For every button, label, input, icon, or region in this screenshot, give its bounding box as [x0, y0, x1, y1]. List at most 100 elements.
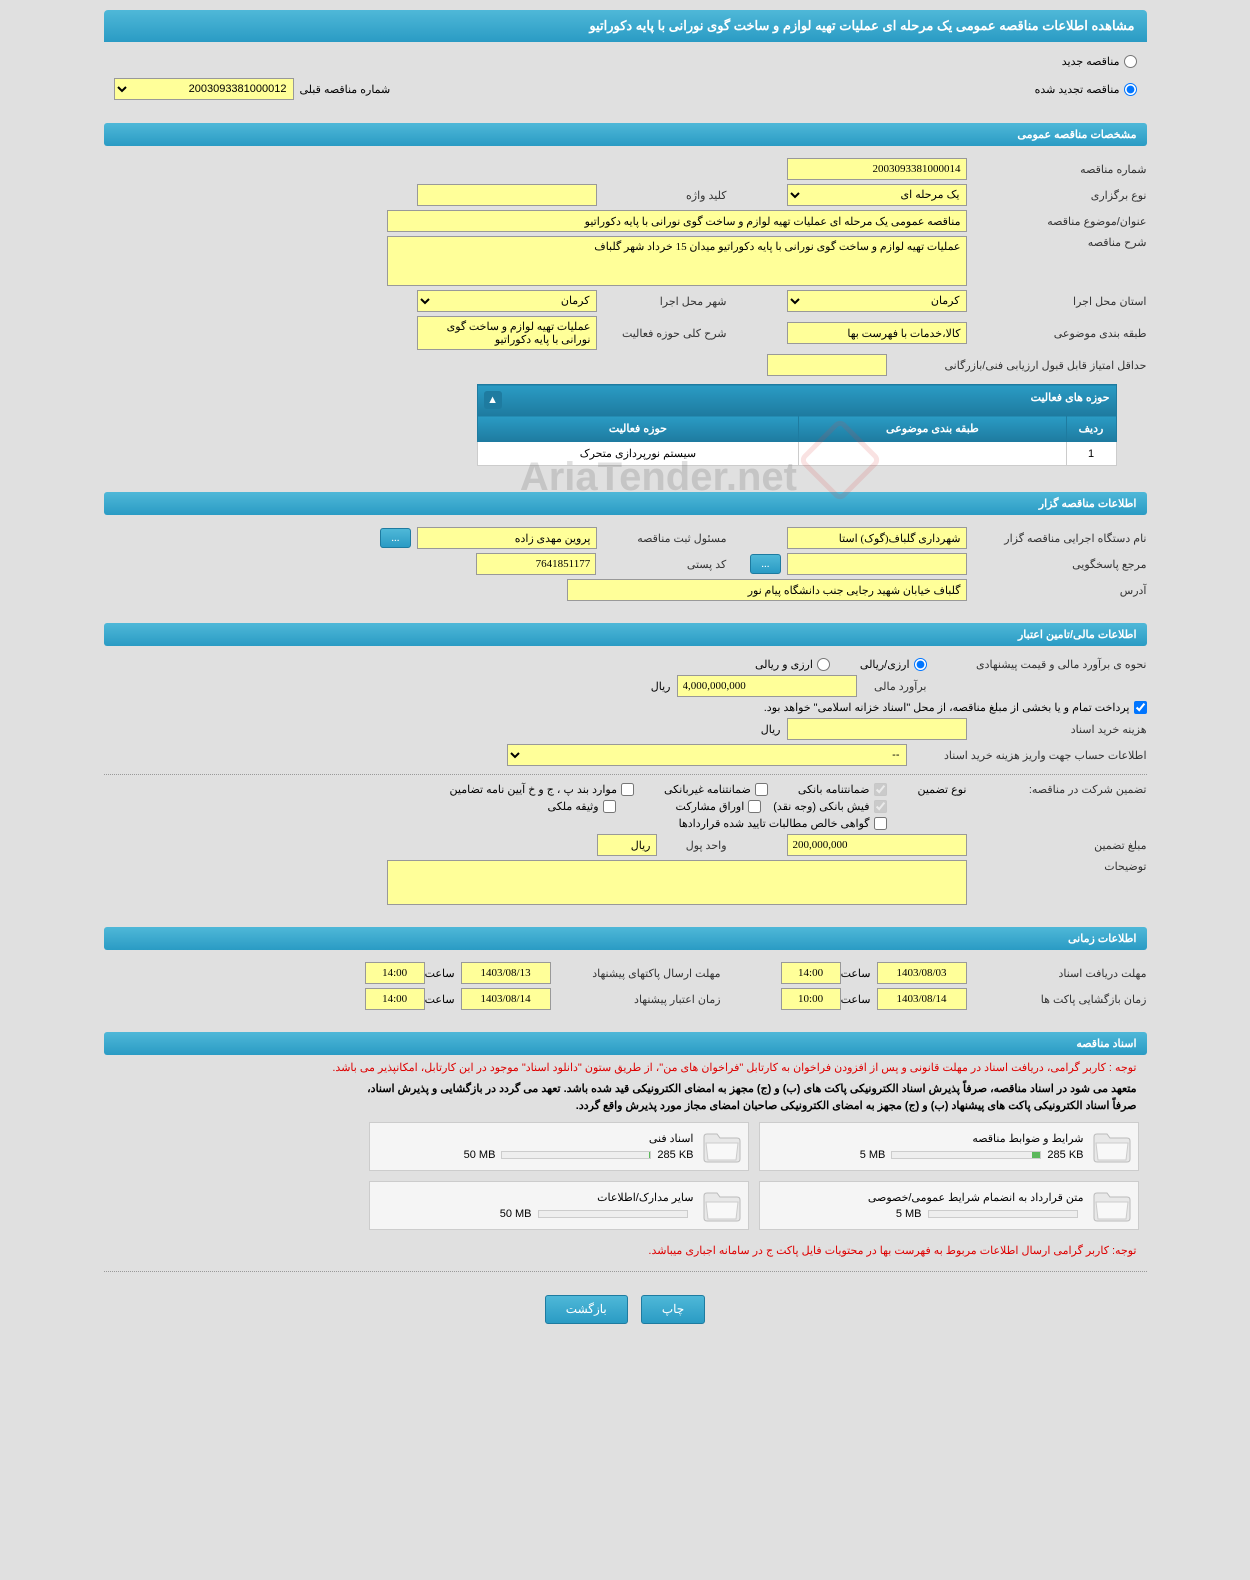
file-progress — [501, 1151, 651, 1159]
currency-unit-input — [597, 834, 657, 856]
description-textarea: عملیات تهیه لوازم و ساخت گوی نورانی با پ… — [387, 236, 967, 286]
radio-rial-label: ارزی/ریالی — [860, 658, 910, 671]
chk-property[interactable] — [603, 800, 616, 813]
holding-type-label: نوع برگزاری — [967, 189, 1147, 202]
back-button[interactable]: بازگشت — [545, 1295, 628, 1324]
cell-cat — [799, 442, 1066, 466]
treasury-checkbox[interactable] — [1134, 701, 1147, 714]
folder-icon — [1092, 1129, 1132, 1164]
doc-cost-label: هزینه خرید اسناد — [967, 723, 1147, 736]
cell-idx: 1 — [1066, 442, 1116, 466]
radio-currency[interactable] — [817, 658, 830, 671]
min-score-label: حداقل امتیاز قابل قبول ارزیابی فنی/بازرگ… — [887, 359, 1147, 372]
file-name: سایر مدارک/اطلاعات — [376, 1191, 694, 1204]
folder-icon — [702, 1188, 742, 1223]
radio-renewed-label: مناقصه تجدید شده — [1035, 83, 1120, 96]
city-select[interactable]: کرمان — [417, 290, 597, 312]
file-name: متن قرارداد به انضمام شرایط عمومی/خصوصی — [766, 1191, 1084, 1204]
chk-bank-receipt-label: فیش بانکی (وجه نقد) — [773, 800, 869, 813]
radio-currency-label: ارزی و ریالی — [755, 658, 813, 671]
radio-renewed-tender[interactable] — [1124, 83, 1137, 96]
notes-textarea[interactable] — [387, 860, 967, 905]
section-organizer-header: اطلاعات مناقصه گزار — [104, 492, 1147, 515]
account-info-label: اطلاعات حساب جهت واریز هزینه خرید اسناد — [907, 749, 1147, 762]
doc-deadline-time — [781, 962, 841, 984]
keyword-label: کلید واژه — [597, 189, 727, 202]
doc-note-1: توجه : کاربر گرامی، دریافت اسناد در مهلت… — [104, 1055, 1147, 1080]
file-size: 285 KB — [1047, 1149, 1083, 1161]
file-item[interactable]: سایر مدارک/اطلاعات 50 MB — [369, 1181, 749, 1230]
chk-bylaw[interactable] — [621, 783, 634, 796]
time-label-4: ساعت — [425, 993, 455, 1006]
province-select[interactable]: کرمان — [787, 290, 967, 312]
agency-label: نام دستگاه اجرایی مناقصه گزار — [967, 532, 1147, 545]
chk-contract-claims-label: گواهی خالص مطالبات تایید شده قراردادها — [679, 817, 870, 830]
doc-deadline-date — [877, 962, 967, 984]
file-max: 50 MB — [500, 1208, 532, 1220]
section-timing-header: اطلاعات زمانی — [104, 927, 1147, 950]
chk-bank-guarantee — [874, 783, 887, 796]
doc-deadline-label: مهلت دریافت اسناد — [967, 967, 1147, 980]
subject-label: عنوان/موضوع مناقصه — [967, 215, 1147, 228]
chk-participation[interactable] — [748, 800, 761, 813]
description-label: شرح مناقصه — [967, 236, 1147, 249]
currency-unit-label: واحد پول — [657, 839, 727, 852]
col-scope: حوزه فعالیت — [477, 416, 799, 442]
treasury-note: پرداخت تمام و یا بخشی از مبلغ مناقصه، از… — [764, 701, 1130, 714]
city-label: شهر محل اجرا — [597, 295, 727, 308]
packet-deadline-time — [365, 962, 425, 984]
guarantee-amount-label: مبلغ تضمین — [967, 839, 1147, 852]
file-item[interactable]: شرایط و ضوابط مناقصه 5 MB 285 KB — [759, 1122, 1139, 1171]
chk-nonbank[interactable] — [755, 783, 768, 796]
folder-icon — [1092, 1188, 1132, 1223]
responder-lookup-button[interactable]: ... — [750, 554, 780, 574]
collapse-icon[interactable]: ▲ — [484, 391, 502, 409]
holding-type-select[interactable]: یک مرحله ای — [787, 184, 967, 206]
file-grid: شرایط و ضوابط مناقصه 5 MB 285 KB اسناد ف… — [104, 1114, 1147, 1238]
file-progress — [538, 1210, 688, 1218]
section-documents-header: اسناد مناقصه — [104, 1032, 1147, 1055]
doc-note-3: توجه: کاربر گرامی ارسال اطلاعات مربوط به… — [104, 1238, 1147, 1263]
chk-bank-receipt — [874, 800, 887, 813]
registrar-lookup-button[interactable]: ... — [380, 528, 410, 548]
province-label: استان محل اجرا — [967, 295, 1147, 308]
registrar-input — [417, 527, 597, 549]
col-row: ردیف — [1066, 416, 1116, 442]
activity-scope-label: شرح کلی حوزه فعالیت — [597, 327, 727, 340]
estimate-input — [677, 675, 857, 697]
notes-label: توضیحات — [967, 860, 1147, 873]
section-general-header: مشخصات مناقصه عمومی — [104, 123, 1147, 146]
prev-number-select[interactable]: 2003093381000012 — [114, 78, 294, 100]
account-info-select[interactable]: -- — [507, 744, 907, 766]
time-label-1: ساعت — [841, 967, 871, 980]
radio-new-tender[interactable] — [1124, 55, 1137, 68]
file-progress — [928, 1210, 1078, 1218]
file-item[interactable]: متن قرارداد به انضمام شرایط عمومی/خصوصی … — [759, 1181, 1139, 1230]
doc-note-2a: متعهد می شود در اسناد مناقصه، صرفاً پذیر… — [104, 1080, 1147, 1097]
file-item[interactable]: اسناد فنی 50 MB 285 KB — [369, 1122, 749, 1171]
file-name: شرایط و ضوابط مناقصه — [766, 1132, 1084, 1145]
postal-input — [476, 553, 596, 575]
min-score-input[interactable] — [767, 354, 887, 376]
agency-input — [787, 527, 967, 549]
packet-deadline-label: مهلت ارسال پاکتهای پیشنهاد — [551, 967, 721, 980]
activity-table-title: حوزه های فعالیت — [1031, 392, 1110, 404]
activity-table: حوزه های فعالیت ▲ ردیف طبقه بندی موضوعی … — [477, 384, 1117, 466]
category-label: طبقه بندی موضوعی — [967, 327, 1147, 340]
registrar-label: مسئول ثبت مناقصه — [597, 532, 727, 545]
postal-label: کد پستی — [596, 558, 726, 571]
chk-contract-claims[interactable] — [874, 817, 887, 830]
guarantee-type-label: نوع تضمین — [887, 783, 967, 796]
address-label: آدرس — [967, 584, 1147, 597]
doc-cost-input[interactable] — [787, 718, 967, 740]
radio-rial[interactable] — [914, 658, 927, 671]
time-label-2: ساعت — [425, 967, 455, 980]
keyword-input[interactable] — [417, 184, 597, 206]
responder-input[interactable] — [787, 553, 967, 575]
doc-note-2b: صرفاً اسناد الکترونیکی پاکت های پیشنهاد … — [104, 1097, 1147, 1114]
subject-input — [387, 210, 967, 232]
print-button[interactable]: چاپ — [641, 1295, 705, 1324]
chk-bylaw-label: موارد بند پ ، ج و خ آیین نامه تضامین — [450, 783, 617, 796]
tender-type-radio-group: مناقصه جدید — [104, 50, 1147, 73]
guarantee-label: تضمین شرکت در مناقصه: — [967, 783, 1147, 796]
